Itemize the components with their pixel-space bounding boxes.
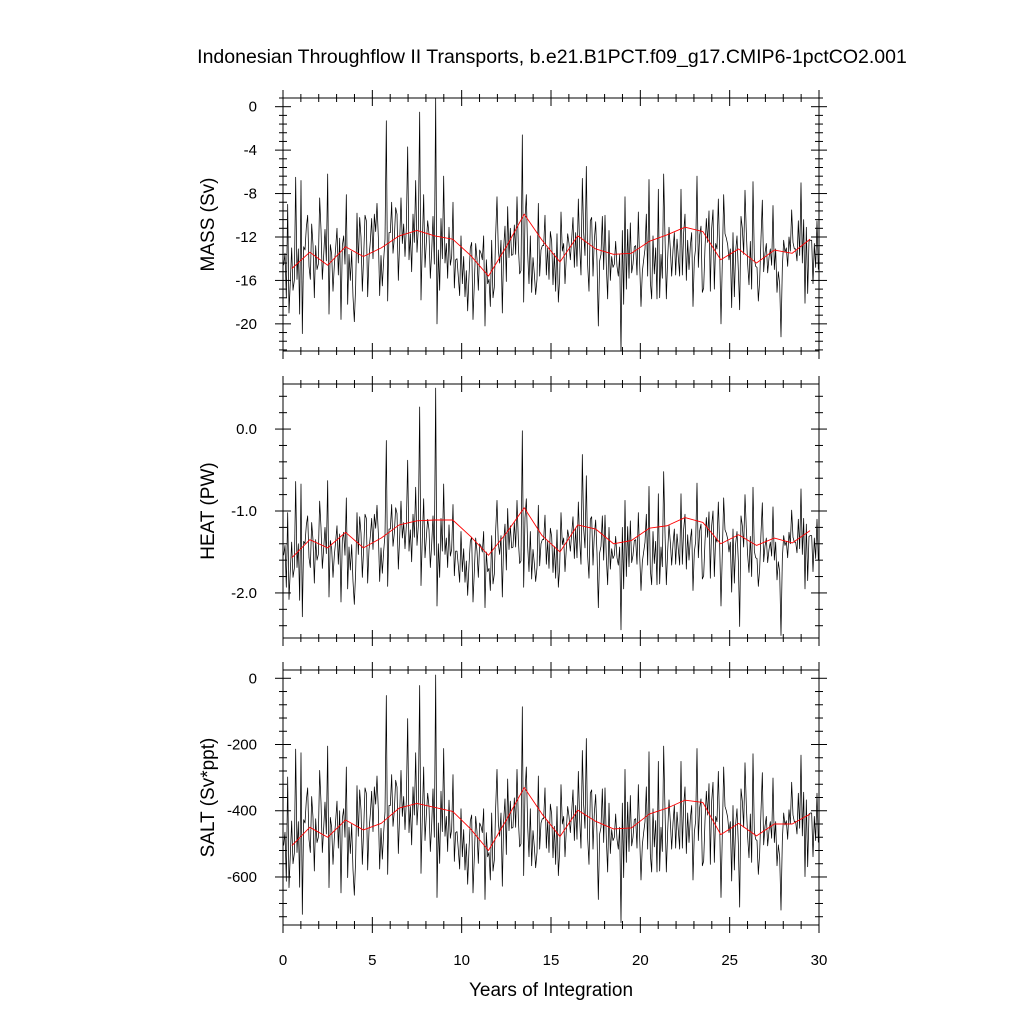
y-tick-label: 0 <box>249 670 257 687</box>
panel-2: 0.0 -1.0 -2.0 HEAT (PW) <box>198 376 827 646</box>
x-tick-label: 25 <box>721 952 738 969</box>
x-tick-label: 10 <box>453 952 470 969</box>
y-axis-title: SALT (Sv*ppt) <box>198 738 219 858</box>
y-tick-label: -1.0 <box>231 503 257 520</box>
y-tick-label: -4 <box>244 142 257 159</box>
x-tick-label: 30 <box>811 952 828 969</box>
y-tick-label: 0.0 <box>236 421 257 438</box>
series-group <box>283 387 819 636</box>
y-tick-label: -8 <box>244 186 257 203</box>
y-tick-label: -400 <box>227 803 257 820</box>
series-group <box>283 98 819 351</box>
y-tick-label: -12 <box>235 229 257 246</box>
plot-frame <box>282 669 820 926</box>
x-tick-label: 15 <box>543 952 560 969</box>
y-tick-label: -600 <box>227 869 257 886</box>
y-tick-label: -20 <box>235 316 257 333</box>
y-tick-label: -16 <box>235 272 257 289</box>
monthly-series-line <box>283 387 819 636</box>
y-tick-label: 0 <box>249 99 257 116</box>
x-axis-title: Years of Integration <box>469 980 633 1001</box>
annual-mean-line <box>291 213 811 277</box>
annual-mean-line <box>291 507 811 559</box>
plot-frame <box>282 97 820 352</box>
y-axis-title: HEAT (PW) <box>198 462 219 559</box>
y-axis-title: MASS (Sv) <box>198 178 219 272</box>
plot-frame <box>282 383 820 639</box>
x-tick-label: 0 <box>279 952 287 969</box>
annual-mean-line <box>291 787 811 851</box>
monthly-series-line <box>283 98 819 351</box>
panel-3: 0 -200 -400 -600 SALT (Sv*ppt) 0 5 10 15 20 25 30 Ye… <box>198 662 827 1001</box>
panel-1: 0 -4 -8 -12 -16 -20 MASS (Sv) <box>198 90 827 359</box>
x-tick-label: 20 <box>632 952 649 969</box>
x-tick-label: 5 <box>368 952 376 969</box>
y-tick-label: -200 <box>227 737 257 754</box>
series-group <box>283 674 819 924</box>
y-tick-label: -2.0 <box>231 585 257 602</box>
page-title: Indonesian Throughflow II Transports, b.… <box>197 46 907 68</box>
monthly-series-line <box>283 674 819 924</box>
